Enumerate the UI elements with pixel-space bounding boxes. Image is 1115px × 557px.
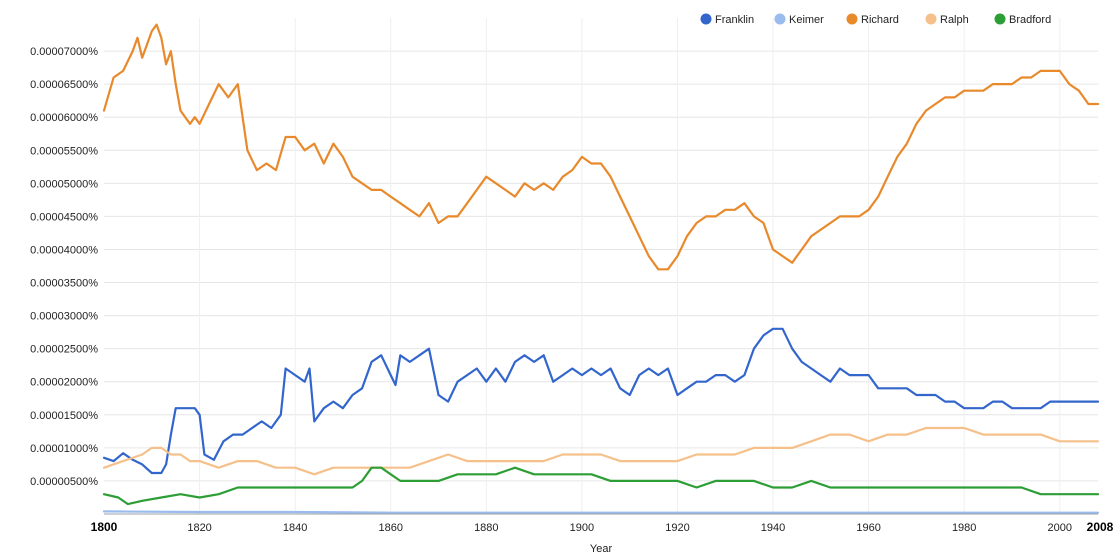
y-tick-label: 0.00002000%	[30, 377, 98, 389]
x-axis-ticks: 1800 1820 1840 1860 1880 1900 1920 1940 1960 1980…	[91, 520, 1114, 534]
y-tick-label: 0.00006000%	[30, 112, 98, 124]
legend-swatch	[994, 13, 1006, 25]
y-tick-label: 0.00004500%	[30, 211, 98, 223]
x-tick-label: 1920	[665, 522, 689, 534]
series-line-bradford[interactable]	[102, 466, 1100, 506]
y-tick-label: 0.00007000%	[30, 46, 98, 58]
gridlines	[104, 18, 1098, 514]
x-tick-label: 1860	[378, 522, 402, 534]
series-line-richard[interactable]	[102, 23, 1100, 271]
y-axis-ticks: 0.00000500% 0.00001000% 0.00001500% 0.00002…	[30, 46, 98, 488]
x-tick-label: 2008	[1087, 520, 1114, 534]
y-tick-label: 0.00003000%	[30, 311, 98, 323]
x-tick-label: 1880	[474, 522, 498, 534]
legend-label: Bradford	[1009, 14, 1051, 26]
legend[interactable]: Franklin Keimer Richard Ralph Bradford	[700, 13, 1052, 27]
x-tick-label: 1960	[856, 522, 880, 534]
x-tick-label: 1820	[187, 522, 211, 534]
legend-item-keimer[interactable]: Keimer	[774, 13, 825, 27]
y-tick-label: 0.00001500%	[30, 410, 98, 422]
series-lines	[102, 23, 1100, 514]
y-tick-label: 0.00004000%	[30, 244, 98, 256]
y-tick-label: 0.00001000%	[30, 443, 98, 455]
legend-label: Keimer	[789, 14, 824, 26]
legend-item-bradford[interactable]: Bradford	[994, 13, 1052, 27]
legend-label: Franklin	[715, 14, 754, 26]
legend-swatch	[846, 13, 858, 25]
y-tick-label: 0.00005000%	[30, 178, 98, 190]
legend-swatch	[925, 13, 937, 25]
x-tick-label: 2000	[1048, 522, 1072, 534]
y-tick-label: 0.00003500%	[30, 278, 98, 290]
series-line-franklin[interactable]	[102, 327, 1100, 475]
series-line-keimer[interactable]	[102, 510, 1100, 514]
legend-swatch	[774, 13, 786, 25]
x-tick-label: 1900	[570, 522, 594, 534]
x-tick-label: 1840	[283, 522, 307, 534]
legend-item-ralph[interactable]: Ralph	[925, 13, 969, 27]
legend-swatch	[700, 13, 712, 25]
x-axis-label: Year	[590, 543, 613, 555]
legend-item-richard[interactable]: Richard	[846, 13, 899, 27]
legend-label: Ralph	[940, 14, 969, 26]
x-tick-label: 1800	[91, 520, 118, 534]
y-tick-label: 0.00002500%	[30, 344, 98, 356]
x-tick-label: 1940	[761, 522, 785, 534]
y-tick-label: 0.00000500%	[30, 476, 98, 488]
y-tick-label: 0.00005500%	[30, 145, 98, 157]
legend-item-franklin[interactable]: Franklin	[700, 13, 755, 27]
series-line-ralph[interactable]	[102, 426, 1100, 476]
y-tick-label: 0.00006500%	[30, 79, 98, 91]
legend-label: Richard	[861, 14, 899, 26]
x-tick-label: 1980	[952, 522, 976, 534]
